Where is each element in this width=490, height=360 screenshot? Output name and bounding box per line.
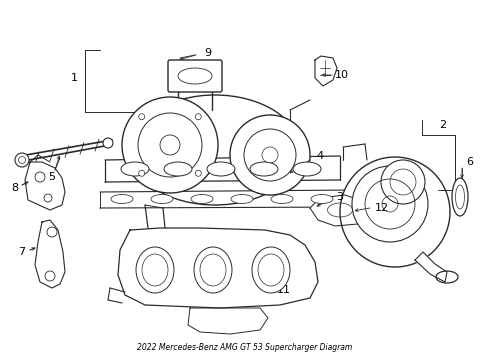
Circle shape bbox=[45, 271, 55, 281]
Polygon shape bbox=[310, 195, 370, 226]
Ellipse shape bbox=[250, 162, 278, 176]
Circle shape bbox=[381, 160, 425, 204]
Circle shape bbox=[47, 227, 57, 237]
Ellipse shape bbox=[151, 194, 173, 203]
Circle shape bbox=[196, 114, 201, 120]
Circle shape bbox=[139, 114, 145, 120]
Ellipse shape bbox=[194, 247, 232, 293]
Circle shape bbox=[196, 170, 201, 176]
Text: 6: 6 bbox=[466, 157, 473, 167]
Circle shape bbox=[122, 97, 218, 193]
Ellipse shape bbox=[452, 178, 468, 216]
Ellipse shape bbox=[111, 194, 133, 203]
Polygon shape bbox=[188, 308, 268, 334]
Circle shape bbox=[340, 157, 450, 267]
Ellipse shape bbox=[271, 194, 293, 203]
Ellipse shape bbox=[252, 247, 290, 293]
Text: 4: 4 bbox=[317, 151, 323, 161]
Circle shape bbox=[230, 115, 310, 195]
Ellipse shape bbox=[311, 194, 333, 203]
Polygon shape bbox=[415, 252, 447, 282]
Polygon shape bbox=[118, 228, 318, 308]
Circle shape bbox=[139, 170, 145, 176]
Text: 1: 1 bbox=[71, 73, 78, 83]
Ellipse shape bbox=[164, 162, 192, 176]
Text: 8: 8 bbox=[11, 183, 19, 193]
Circle shape bbox=[352, 166, 428, 242]
Text: 3: 3 bbox=[337, 192, 343, 202]
FancyBboxPatch shape bbox=[168, 60, 222, 92]
Ellipse shape bbox=[121, 162, 149, 176]
Ellipse shape bbox=[191, 194, 213, 203]
Polygon shape bbox=[35, 220, 65, 288]
Circle shape bbox=[44, 194, 52, 202]
Ellipse shape bbox=[130, 95, 300, 205]
Text: 5: 5 bbox=[49, 172, 55, 182]
Circle shape bbox=[15, 153, 29, 167]
Ellipse shape bbox=[293, 162, 321, 176]
Polygon shape bbox=[25, 162, 65, 210]
Text: 9: 9 bbox=[204, 48, 212, 58]
Text: 2: 2 bbox=[440, 120, 446, 130]
Circle shape bbox=[35, 172, 45, 182]
Text: 11: 11 bbox=[277, 285, 291, 295]
Text: 12: 12 bbox=[375, 203, 389, 213]
Text: 7: 7 bbox=[19, 247, 25, 257]
Ellipse shape bbox=[231, 194, 253, 203]
Polygon shape bbox=[315, 56, 337, 86]
Ellipse shape bbox=[207, 162, 235, 176]
Text: 10: 10 bbox=[335, 70, 349, 80]
Circle shape bbox=[103, 138, 113, 148]
Text: 2022 Mercedes-Benz AMG GT 53 Supercharger Diagram: 2022 Mercedes-Benz AMG GT 53 Supercharge… bbox=[137, 343, 353, 352]
Ellipse shape bbox=[136, 247, 174, 293]
Polygon shape bbox=[18, 140, 112, 162]
